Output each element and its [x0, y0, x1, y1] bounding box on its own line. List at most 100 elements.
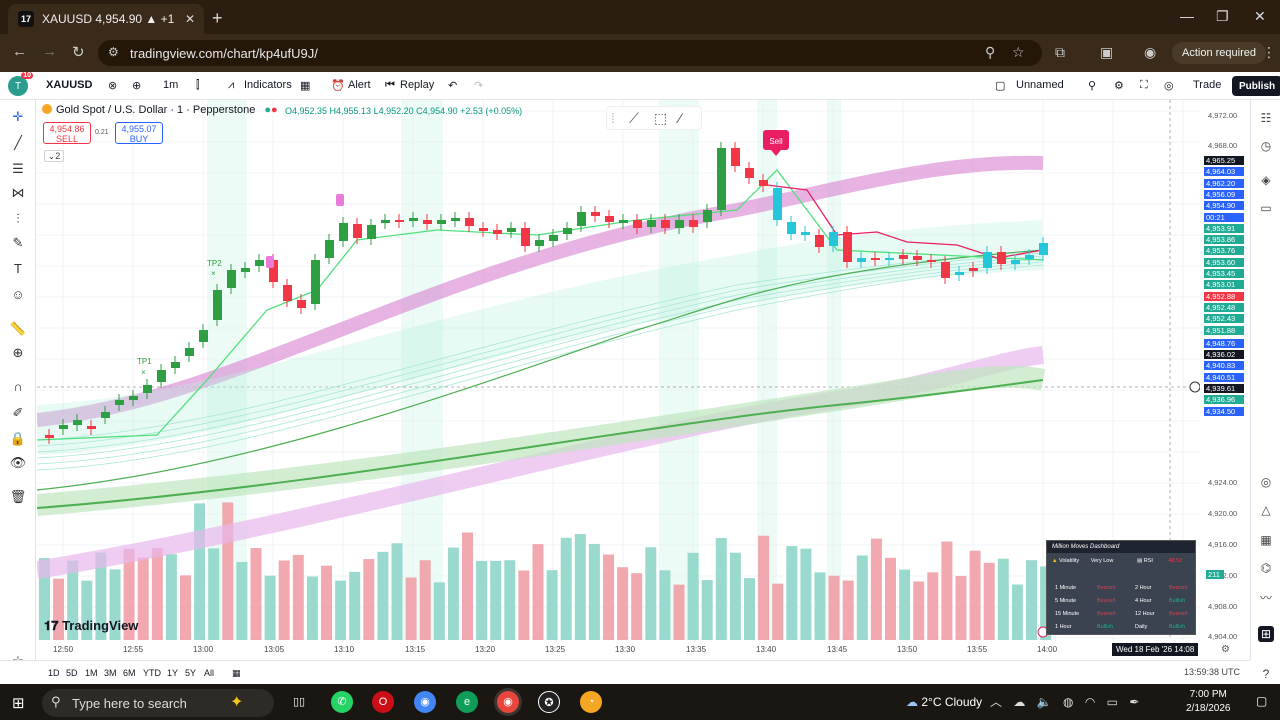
maximize-icon[interactable]: ❐ — [1216, 8, 1229, 24]
notifications-icon[interactable]: ▢ — [1256, 694, 1268, 708]
tab-close-icon[interactable]: ✕ — [184, 12, 196, 26]
range-all[interactable]: All — [204, 668, 215, 678]
app-icon[interactable]: ✪ — [538, 691, 560, 713]
replay-icon[interactable]: ⏮ — [385, 79, 395, 91]
indicators-icon[interactable]: ⩘ — [228, 79, 235, 91]
layers-icon[interactable]: ◈ — [1261, 173, 1271, 187]
target-icon[interactable]: ◎ — [1260, 475, 1272, 489]
indicators-button[interactable]: Indicators — [244, 79, 292, 91]
chevron-up-icon[interactable]: ︿ — [990, 695, 1003, 709]
pen-tool-icon[interactable]: ⁄ — [679, 110, 682, 126]
crosshair-plus-icon[interactable] — [1189, 381, 1200, 393]
help-icon[interactable]: ? — [1262, 667, 1270, 681]
pattern-icon[interactable]: ⋈ — [11, 185, 25, 200]
calendar-icon[interactable]: ▦ — [1260, 533, 1272, 547]
system-clock[interactable]: 7:00 PM 2/18/2026 — [1186, 688, 1231, 716]
line-tool-icon[interactable]: ⟋ — [629, 110, 639, 126]
taskbar-search[interactable]: ⚲ Type here to search ✦ — [42, 689, 274, 717]
stay-drawing-icon[interactable]: ✐ — [12, 405, 24, 420]
layout-icon[interactable]: ▢ — [995, 80, 1006, 92]
profile-icon[interactable]: ◉ — [1144, 44, 1157, 60]
buy-button[interactable]: 4,955.07 BUY — [115, 122, 163, 144]
onedrive-icon[interactable]: ☁ — [1013, 695, 1026, 709]
legend-title[interactable]: Gold Spot / U.S. Dollar · 1 · Pepperston… — [56, 104, 256, 116]
rectangle-tool-icon[interactable]: ⬚ — [654, 110, 668, 126]
pine-icon[interactable]: ⌬ — [1260, 561, 1272, 575]
range-ytd[interactable]: YTD — [143, 668, 161, 678]
time-axis[interactable]: 12:50 12:55 13:00 13:05 13:10 13:15 13:20 13:25… — [37, 640, 1200, 658]
copilot-sparkle-icon[interactable]: ✦ — [230, 694, 244, 711]
range-3m[interactable]: 3M — [104, 668, 117, 678]
back-icon[interactable]: ← — [12, 43, 27, 60]
compare-icon[interactable]: ⊕ — [132, 80, 142, 92]
search-icon[interactable]: ⚲ — [1088, 80, 1097, 92]
trendline-icon[interactable]: ╱ — [14, 135, 22, 150]
trade-button[interactable]: Trade — [1193, 79, 1222, 91]
price-scale[interactable]: 4,972.004,968.004,960.004,924.004,920.00… — [1200, 100, 1250, 645]
whatsapp-icon[interactable]: ✆ — [331, 691, 353, 713]
alert-icon[interactable]: ⏰ — [331, 80, 345, 92]
chrome-icon[interactable]: ◉ — [414, 691, 436, 713]
action-required-button[interactable]: Action required — [1172, 42, 1266, 64]
date-range-calendar-icon[interactable]: ▦ — [232, 668, 241, 678]
edge-icon[interactable]: e — [456, 691, 478, 713]
trash-icon[interactable]: 🗑 — [9, 489, 27, 504]
signals-icon[interactable]: 〰 — [1259, 591, 1272, 605]
zoom-icon[interactable]: ⚲ — [985, 44, 996, 60]
range-1m[interactable]: 1M — [85, 668, 98, 678]
fib-icon[interactable]: ⫶ — [16, 211, 20, 226]
wifi-icon[interactable]: ◠ — [1084, 695, 1096, 709]
interval-selector[interactable]: 1m — [163, 79, 179, 91]
range-1d[interactable]: 1D — [48, 668, 60, 678]
volume-icon[interactable]: 🔈 — [1036, 695, 1052, 709]
task-view-icon[interactable]: ▯▯ — [292, 696, 306, 708]
battery-icon[interactable]: ▭ — [1106, 695, 1118, 709]
windows-start-icon[interactable]: ⊞ — [12, 695, 25, 712]
cast-icon[interactable]: ▣ — [1100, 44, 1114, 60]
indicator-collapse-toggle[interactable]: ⌄2 — [44, 150, 64, 162]
emoji-icon[interactable]: ☺ — [11, 287, 25, 302]
settings-gear-icon[interactable]: ⚙ — [1114, 80, 1124, 92]
publish-button[interactable]: Publish — [1232, 76, 1280, 96]
forward-icon[interactable]: → — [42, 43, 57, 60]
horizontal-lines-icon[interactable]: ☰ — [12, 161, 24, 176]
range-5d[interactable]: 5D — [66, 668, 78, 678]
lock-icon[interactable]: 🔒 — [9, 431, 27, 446]
watchlist-icon[interactable]: ☷ — [1260, 111, 1272, 125]
opera-icon[interactable]: O — [372, 691, 394, 713]
menu-dots-icon[interactable]: ⋮ — [1262, 44, 1276, 60]
ideas-icon[interactable]: △ — [1261, 503, 1271, 517]
utc-clock[interactable]: 13:59:38 UTC — [1184, 667, 1241, 677]
zoom-in-icon[interactable]: ⊕ — [12, 345, 24, 360]
minimize-icon[interactable]: — — [1180, 8, 1194, 24]
undo-icon[interactable]: ↶ — [448, 80, 458, 92]
drag-handle-icon[interactable]: ⁞ — [611, 110, 615, 126]
edge-tray-icon[interactable]: ◍ — [1063, 695, 1074, 709]
firefox-icon[interactable]: ◔ — [580, 691, 602, 713]
magnet-icon[interactable]: ∩ — [13, 379, 23, 394]
cursor-icon[interactable]: ✛ — [12, 109, 24, 124]
chart-type-icon[interactable]: ⫿ — [196, 79, 200, 91]
reload-icon[interactable]: ↻ — [72, 44, 85, 61]
sell-button[interactable]: 4,954.86 SELL — [43, 122, 91, 144]
avatar[interactable]: T 10 — [8, 72, 33, 96]
brush-icon[interactable]: ✎ — [12, 235, 24, 250]
alerts-clock-icon[interactable]: ◷ — [1260, 139, 1272, 153]
site-info-icon[interactable]: ⚙ — [108, 45, 119, 59]
alert-button[interactable]: Alert — [348, 79, 371, 91]
extensions-icon[interactable]: ⧉ — [1055, 44, 1065, 60]
symbol-options-icon[interactable]: ⊗ — [108, 80, 118, 92]
range-5y[interactable]: 5Y — [185, 668, 197, 678]
apps-grid-icon[interactable]: ⊞ — [1258, 626, 1274, 642]
ruler-icon[interactable]: 📏 — [9, 321, 27, 336]
fullscreen-icon[interactable]: ⛶ — [1140, 79, 1148, 91]
range-1y[interactable]: 1Y — [167, 668, 179, 678]
redo-icon[interactable]: ↷ — [474, 80, 484, 92]
templates-icon[interactable]: ▦ — [300, 80, 311, 92]
layout-name[interactable]: Unnamed — [1016, 79, 1064, 91]
snapshot-camera-icon[interactable]: ◎ — [1164, 80, 1174, 92]
symbol-search[interactable]: XAUUSD — [46, 79, 93, 91]
eye-icon[interactable]: 👁 — [9, 455, 27, 470]
bookmark-star-icon[interactable]: ☆ — [1012, 44, 1025, 60]
